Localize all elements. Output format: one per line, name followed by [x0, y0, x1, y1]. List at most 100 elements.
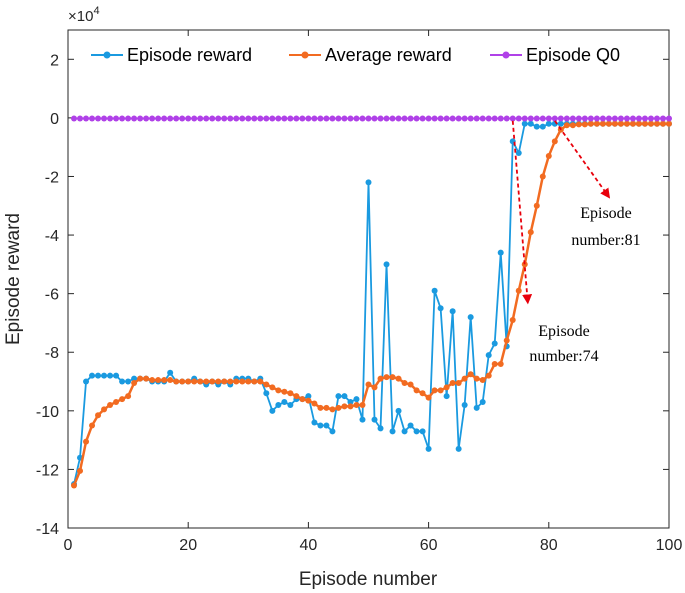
- data-point-episode-reward: [323, 422, 330, 429]
- data-point-average-reward: [605, 120, 612, 127]
- annotation-81-line2: number:81: [571, 232, 640, 249]
- data-point-average-reward: [341, 403, 348, 410]
- data-point-episode-q0: [371, 115, 378, 122]
- data-point-episode-q0: [179, 115, 186, 122]
- data-point-average-reward: [287, 390, 294, 397]
- data-point-episode-q0: [161, 115, 168, 122]
- y-tick-label: 0: [50, 111, 59, 128]
- data-point-average-reward: [233, 378, 240, 385]
- data-point-episode-q0: [467, 115, 474, 122]
- y-axis-title: Episode reward: [3, 213, 24, 345]
- data-point-episode-reward: [167, 369, 174, 376]
- data-point-average-reward: [617, 120, 624, 127]
- data-point-average-reward: [335, 404, 342, 411]
- data-point-episode-reward: [467, 314, 474, 321]
- data-point-episode-reward: [407, 422, 414, 429]
- data-point-episode-reward: [431, 287, 438, 294]
- data-point-episode-q0: [155, 115, 162, 122]
- data-point-episode-q0: [389, 115, 396, 122]
- data-point-average-reward: [443, 384, 450, 391]
- data-point-episode-q0: [563, 115, 570, 122]
- data-point-episode-q0: [167, 115, 174, 122]
- data-point-episode-reward: [419, 428, 426, 435]
- y-tick-label: -14: [36, 521, 59, 538]
- data-point-average-reward: [455, 379, 462, 386]
- data-point-average-reward: [473, 375, 480, 382]
- data-point-episode-q0: [89, 115, 96, 122]
- data-point-episode-q0: [666, 115, 672, 122]
- data-point-average-reward: [347, 403, 354, 410]
- data-point-average-reward: [137, 375, 144, 382]
- data-point-average-reward: [527, 229, 534, 236]
- data-point-average-reward: [533, 202, 540, 209]
- data-point-episode-q0: [149, 115, 156, 122]
- data-point-episode-q0: [197, 115, 204, 122]
- data-point-average-reward: [485, 372, 492, 379]
- data-point-average-reward: [623, 120, 630, 127]
- data-point-episode-q0: [527, 115, 534, 122]
- data-point-average-reward: [179, 378, 186, 385]
- data-point-episode-q0: [605, 115, 612, 122]
- data-point-episode-q0: [347, 115, 354, 122]
- data-point-episode-q0: [515, 115, 522, 122]
- data-point-episode-q0: [71, 115, 78, 122]
- data-point-episode-q0: [191, 115, 198, 122]
- x-tick-label: 20: [179, 537, 197, 554]
- data-point-episode-q0: [143, 115, 150, 122]
- annotation-arrow: [511, 120, 533, 305]
- series-line-episode-reward: [73, 122, 669, 485]
- y-tick-label: 2: [50, 52, 59, 69]
- data-point-episode-q0: [491, 115, 498, 122]
- data-point-episode-q0: [479, 115, 486, 122]
- data-point-episode-q0: [653, 115, 660, 122]
- annotation-81-line1: Episode: [580, 205, 632, 222]
- plot-area-frame: [67, 29, 670, 529]
- data-point-episode-q0: [617, 115, 624, 122]
- data-point-average-reward: [551, 138, 558, 145]
- series-line-average-reward: [72, 122, 669, 486]
- data-point-average-reward: [113, 399, 120, 406]
- data-point-episode-q0: [413, 115, 420, 122]
- data-point-average-reward: [131, 379, 138, 386]
- data-point-average-reward: [371, 384, 378, 391]
- data-point-episode-reward: [479, 399, 486, 406]
- data-point-average-reward: [563, 122, 570, 129]
- data-point-average-reward: [311, 400, 318, 407]
- data-point-average-reward: [497, 360, 504, 367]
- data-point-average-reward: [323, 404, 330, 411]
- data-point-episode-q0: [95, 115, 102, 122]
- x-tick-label: 40: [300, 537, 318, 554]
- data-point-episode-q0: [545, 115, 552, 122]
- data-point-episode-q0: [359, 115, 366, 122]
- data-point-episode-q0: [203, 115, 210, 122]
- data-point-average-reward: [593, 120, 600, 127]
- data-point-episode-reward: [371, 416, 378, 423]
- data-point-average-reward: [125, 393, 132, 400]
- data-point-episode-q0: [461, 115, 468, 122]
- data-point-episode-q0: [107, 115, 114, 122]
- data-point-average-reward: [197, 378, 204, 385]
- data-point-episode-q0: [83, 115, 90, 122]
- data-point-episode-q0: [407, 115, 414, 122]
- data-point-average-reward: [119, 396, 126, 403]
- data-point-average-reward: [251, 378, 258, 385]
- data-point-episode-q0: [551, 115, 558, 122]
- data-point-episode-q0: [365, 115, 372, 122]
- data-point-episode-reward: [395, 407, 402, 414]
- y-tick-label: -10: [36, 404, 59, 421]
- data-point-average-reward: [491, 360, 498, 367]
- data-point-episode-q0: [659, 115, 666, 122]
- data-point-episode-reward: [491, 340, 498, 347]
- series-episode-reward: [71, 120, 672, 488]
- data-point-average-reward: [317, 404, 324, 411]
- data-point-average-reward: [155, 377, 162, 384]
- annotations-group: [511, 120, 611, 305]
- data-point-episode-q0: [647, 115, 654, 122]
- data-point-average-reward: [611, 120, 618, 127]
- data-point-average-reward: [407, 381, 414, 388]
- data-point-episode-q0: [257, 115, 264, 122]
- data-point-episode-q0: [287, 115, 294, 122]
- y-tick-label: -4: [45, 228, 59, 245]
- data-point-average-reward: [377, 375, 384, 382]
- data-point-episode-q0: [239, 115, 246, 122]
